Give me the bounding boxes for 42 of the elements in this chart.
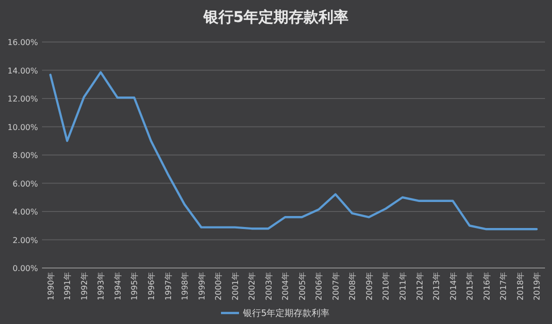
x-tick-label: 2013年 [432,272,442,300]
x-tick-label: 2002年 [248,272,257,300]
x-tick-label: 1999年 [197,272,206,300]
x-tick-label: 1996年 [146,272,156,300]
x-tick-label: 1992年 [80,272,89,300]
y-tick-label: 14.00% [7,66,38,76]
x-tick-label: 1990年 [46,272,56,300]
x-tick-label: 2018年 [516,272,525,300]
x-tick-label: 2017年 [499,272,508,300]
x-tick-label: 2007年 [331,272,340,300]
x-tick-label: 2019年 [532,272,542,300]
chart-title: 银行5年定期存款利率 [202,8,349,26]
x-tick-label: 1997年 [164,272,173,300]
x-tick-label: 2009年 [364,272,374,300]
y-tick-label: 12.00% [7,94,38,104]
x-tick-label: 2003年 [264,272,274,300]
y-tick-label: 16.00% [7,38,38,47]
y-tick-label: 8.00% [12,151,38,160]
x-tick-label: 2005年 [298,272,307,300]
x-tick-label: 2012年 [415,272,424,300]
x-tick-label: 1995年 [130,272,140,300]
x-tick-label: 1993年 [96,272,106,300]
x-tick-label: 2010年 [382,272,391,300]
x-tick-label: 2014年 [448,272,458,300]
x-tick-label: 1998年 [180,272,190,300]
x-tick-label: 1994年 [113,272,122,300]
x-tick-label: 2011年 [398,272,408,300]
y-tick-label: 2.00% [12,236,38,245]
x-tick-label: 2008年 [348,272,358,300]
x-tick-label: 2015年 [466,272,475,300]
y-tick-label: 10.00% [7,122,38,132]
y-tick-label: 0.00% [12,264,38,273]
x-tick-label: 2006年 [314,272,324,300]
y-tick-label: 6.00% [12,179,38,188]
x-tick-label: 1991年 [63,272,72,300]
legend-label: 银行5年定期存款利率 [242,308,330,319]
x-tick-label: 2016年 [482,272,492,300]
line-series [49,71,538,230]
x-tick-label: 2000年 [214,272,224,300]
y-tick-label: 4.00% [12,208,38,216]
x-tick-label: 2004年 [281,272,290,300]
x-tick-label: 2001年 [230,272,240,300]
